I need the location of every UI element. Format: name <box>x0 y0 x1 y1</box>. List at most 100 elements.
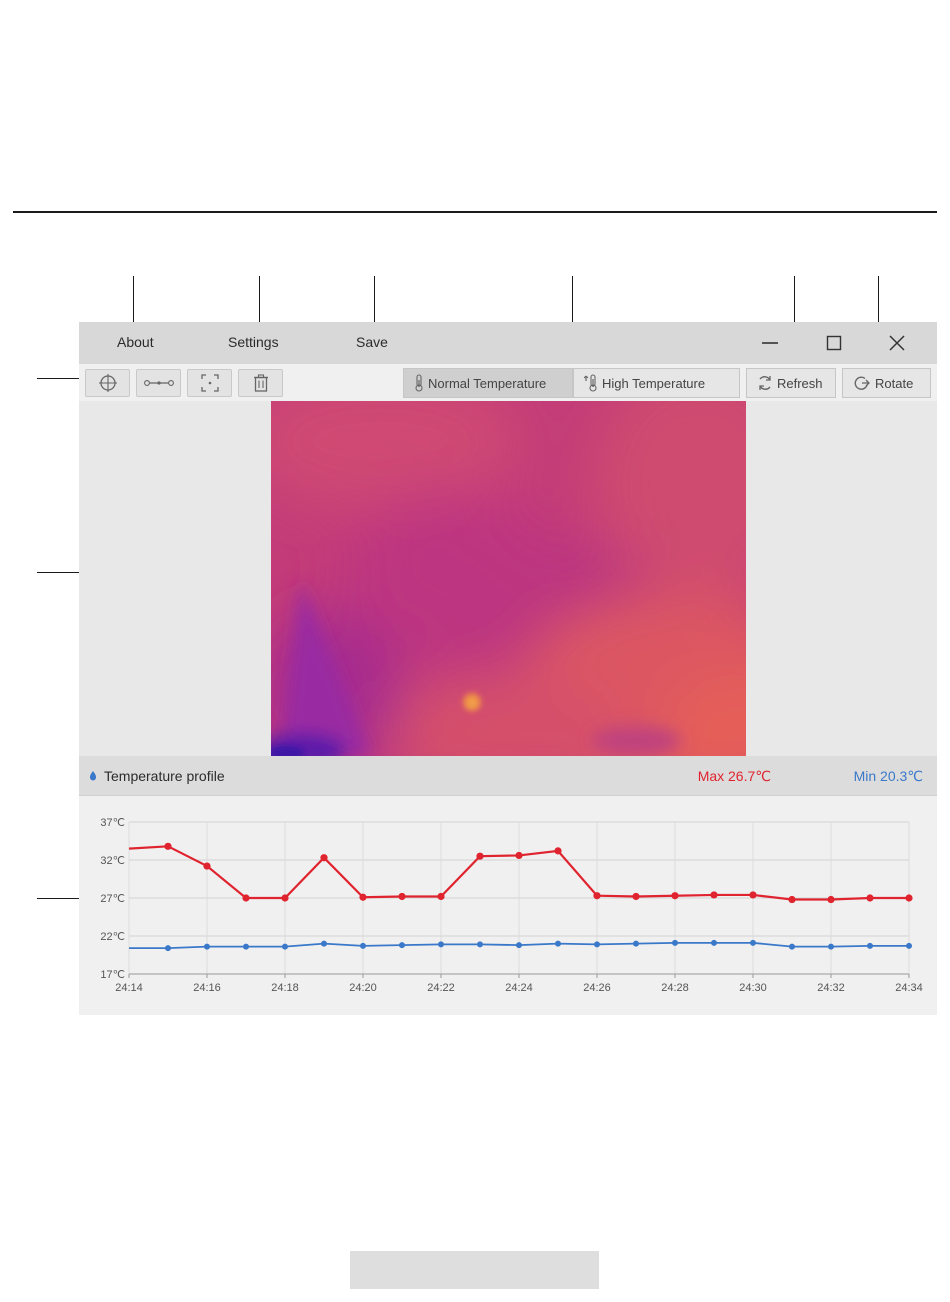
x-tick-label: 24:22 <box>427 982 455 994</box>
data-point-series-1 <box>750 939 756 946</box>
data-point-series-1 <box>906 942 912 949</box>
high-temperature-label: High Temperature <box>602 375 706 391</box>
refresh-button[interactable]: Refresh <box>746 368 836 398</box>
data-point-series-1 <box>321 940 327 947</box>
data-point-series-0 <box>320 854 328 862</box>
data-point-series-0 <box>437 892 445 901</box>
x-tick-label: 24:30 <box>739 982 767 994</box>
data-point-series-0 <box>242 894 250 902</box>
toolbar: Normal Temperature High Temperature Refr… <box>79 364 937 401</box>
data-point-series-0 <box>749 891 757 899</box>
data-point-series-1 <box>204 943 210 950</box>
data-point-series-0 <box>476 852 484 860</box>
trash-icon <box>253 374 268 392</box>
minimize-button[interactable] <box>755 330 785 356</box>
data-point-series-0 <box>359 893 367 901</box>
x-tick-label: 24:26 <box>583 982 611 994</box>
thermometer-icon <box>415 374 423 392</box>
y-tick-label: 37℃ <box>100 817 125 829</box>
thermal-image[interactable] <box>271 401 746 756</box>
chart-svg: 17℃ 22℃ 27℃ 32℃ 37℃ 24:14 24:16 24:18 24:20 24:22… <box>100 817 923 994</box>
page-rule <box>13 211 937 213</box>
rotate-icon <box>854 376 870 390</box>
max-temperature: Max 26.7℃ <box>697 768 771 784</box>
normal-temperature-label: Normal Temperature <box>428 375 547 391</box>
menu-save[interactable]: Save <box>356 334 388 350</box>
normal-temperature-button[interactable]: Normal Temperature <box>403 368 573 398</box>
x-tick-label: 24:34 <box>895 982 923 994</box>
data-point-series-0 <box>905 894 913 902</box>
callout-line-settings <box>259 276 260 329</box>
x-tick-label: 24:18 <box>271 982 299 994</box>
data-point-series-1 <box>711 939 717 946</box>
data-point-series-1 <box>477 941 483 948</box>
minimize-icon <box>762 342 778 344</box>
data-point-series-1 <box>165 945 171 952</box>
data-point-series-1 <box>282 943 288 950</box>
data-point-series-1 <box>438 941 444 948</box>
data-point-series-1 <box>594 941 600 948</box>
data-point-series-1 <box>360 942 366 949</box>
data-point-series-0 <box>554 847 562 855</box>
x-tick-label: 24:20 <box>349 982 377 994</box>
data-point-series-1 <box>399 942 405 949</box>
data-point-series-1 <box>555 940 561 947</box>
marker-icon <box>90 771 96 781</box>
high-temperature-icon <box>584 374 597 392</box>
data-point-series-0 <box>671 892 679 900</box>
refresh-label: Refresh <box>777 375 823 391</box>
data-point-series-0 <box>164 842 172 850</box>
callout-line-about <box>133 276 134 329</box>
min-temperature: Min 20.3℃ <box>853 768 923 784</box>
data-point-series-1 <box>516 942 522 949</box>
data-point-series-1 <box>789 943 795 950</box>
y-tick-label: 17℃ <box>100 969 125 981</box>
maximize-icon <box>826 335 842 351</box>
area-measure-button[interactable] <box>187 369 232 397</box>
data-point-series-0 <box>515 851 523 860</box>
close-icon <box>889 335 905 351</box>
crosshair-icon <box>98 374 117 392</box>
rotate-button[interactable]: Rotate <box>842 368 931 398</box>
y-tick-label: 32℃ <box>100 855 125 867</box>
line-measure-button[interactable] <box>136 369 181 397</box>
image-viewport <box>79 401 937 756</box>
menu-about[interactable]: About <box>117 334 154 350</box>
point-measure-button[interactable] <box>85 369 130 397</box>
menu-settings[interactable]: Settings <box>228 334 279 350</box>
x-tick-label: 24:24 <box>505 982 533 994</box>
line-measure-icon <box>143 380 174 386</box>
x-tick-label: 24:32 <box>817 982 845 994</box>
maximize-button[interactable] <box>819 330 849 356</box>
data-point-series-1 <box>828 943 834 950</box>
page-footer-box <box>350 1251 599 1289</box>
data-point-series-0 <box>710 891 718 899</box>
close-button[interactable] <box>882 330 912 356</box>
delete-button[interactable] <box>238 369 283 397</box>
data-point-series-1 <box>243 943 249 950</box>
y-tick-label: 27℃ <box>100 893 125 905</box>
rotate-label: Rotate <box>875 375 914 391</box>
temperature-chart: 17℃ 22℃ 27℃ 32℃ 37℃ 24:14 24:16 24:18 24:20 24:22… <box>79 796 937 1015</box>
profile-header: Temperature profile Max 26.7℃ Min 20.3℃ <box>79 756 937 796</box>
profile-title: Temperature profile <box>104 768 225 784</box>
area-select-icon <box>200 374 219 392</box>
data-point-series-0 <box>827 895 835 904</box>
data-point-series-0 <box>398 892 406 901</box>
callout-line-toolbar <box>37 378 85 379</box>
data-point-series-1 <box>867 942 873 949</box>
callout-line-save <box>374 276 375 329</box>
callout-line-chart <box>37 898 85 899</box>
data-point-series-1 <box>672 939 678 946</box>
data-point-series-0 <box>281 894 289 902</box>
high-temperature-button[interactable]: High Temperature <box>573 368 740 398</box>
data-point-series-1 <box>633 940 639 947</box>
menu-bar: About Settings Save <box>79 322 937 364</box>
data-point-series-0 <box>632 892 640 901</box>
data-point-series-0 <box>866 894 874 902</box>
x-tick-label: 24:28 <box>661 982 689 994</box>
x-tick-label: 24:14 <box>115 982 143 994</box>
y-tick-label: 22℃ <box>100 931 125 943</box>
refresh-icon <box>759 376 771 390</box>
thermal-image-canvas <box>271 401 746 756</box>
